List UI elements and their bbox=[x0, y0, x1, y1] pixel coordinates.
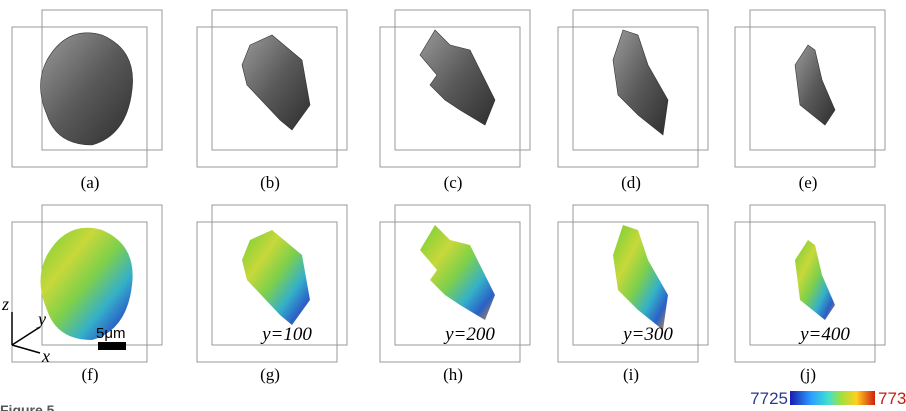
figure: (j) y=400 (i) y=300 (h) y=200 (g) y=100 (f) (e) (d… bbox=[0, 0, 906, 411]
panel-label: (a) bbox=[81, 173, 100, 192]
panel-label: (b) bbox=[260, 173, 280, 192]
slice-label: y=300 bbox=[621, 324, 673, 345]
colorbar-max: 7730 bbox=[878, 389, 906, 408]
panel: (a) bbox=[12, 10, 162, 192]
slice-label: y=100 bbox=[260, 324, 312, 345]
panel-label: (i) bbox=[623, 365, 639, 384]
axis-label-x: x bbox=[41, 346, 50, 366]
panel-label: (g) bbox=[260, 365, 280, 384]
specimen bbox=[41, 33, 133, 145]
panel-label: (e) bbox=[799, 173, 818, 192]
panel: (c) bbox=[380, 10, 530, 192]
panel: (d) bbox=[558, 10, 708, 192]
panel: (e) bbox=[735, 10, 885, 192]
panel-label: (c) bbox=[444, 173, 463, 192]
panel-label: (d) bbox=[621, 173, 641, 192]
slice-label: y=400 bbox=[798, 324, 850, 345]
panel-label: (j) bbox=[800, 365, 816, 384]
panel-label: (h) bbox=[443, 365, 463, 384]
scale-bar bbox=[98, 342, 126, 350]
specimen bbox=[41, 228, 133, 340]
specimen bbox=[420, 30, 495, 125]
colorbar bbox=[790, 391, 875, 405]
slice-label: y=200 bbox=[443, 324, 495, 345]
axis-triad bbox=[12, 312, 40, 353]
axis-label-z: z bbox=[1, 294, 9, 314]
specimen bbox=[420, 225, 495, 320]
panel: (f) bbox=[12, 205, 162, 384]
specimen bbox=[613, 30, 668, 135]
specimen bbox=[242, 35, 310, 130]
colorbar-min: 7725 bbox=[750, 389, 788, 408]
panel-label: (f) bbox=[82, 365, 99, 384]
specimen bbox=[242, 230, 310, 325]
panel: (g) y=100 bbox=[197, 205, 347, 384]
panel: (b) bbox=[197, 10, 347, 192]
axis-label-y: y bbox=[36, 309, 46, 329]
scale-bar-label: 5μm bbox=[96, 325, 125, 342]
panel: (j) y=400 bbox=[735, 205, 885, 384]
specimen bbox=[795, 240, 835, 320]
specimen bbox=[795, 45, 835, 125]
specimen bbox=[613, 225, 668, 330]
panel: (h) y=200 bbox=[380, 205, 530, 384]
panel: (i) y=300 bbox=[558, 205, 708, 384]
caption: Figure 5 bbox=[0, 402, 55, 411]
